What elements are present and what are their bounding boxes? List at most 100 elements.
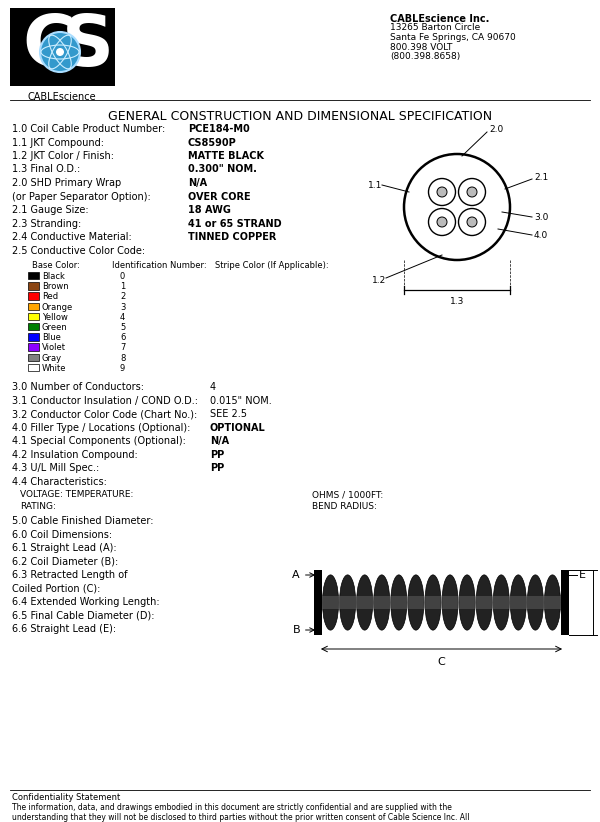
Text: 3.0: 3.0 bbox=[534, 213, 548, 221]
Text: (or Paper Separator Option):: (or Paper Separator Option): bbox=[12, 192, 151, 201]
FancyBboxPatch shape bbox=[28, 353, 39, 361]
FancyBboxPatch shape bbox=[10, 8, 115, 86]
Ellipse shape bbox=[510, 575, 526, 630]
Text: B: B bbox=[292, 625, 314, 635]
Text: 5: 5 bbox=[120, 323, 125, 332]
Circle shape bbox=[458, 178, 485, 206]
FancyBboxPatch shape bbox=[28, 313, 39, 321]
Text: CABLEscience Inc.: CABLEscience Inc. bbox=[390, 14, 490, 24]
Text: Red: Red bbox=[42, 293, 58, 302]
Text: TINNED COPPER: TINNED COPPER bbox=[188, 232, 277, 242]
Text: 4: 4 bbox=[210, 382, 216, 392]
Text: 3: 3 bbox=[120, 302, 125, 312]
Circle shape bbox=[40, 32, 80, 72]
Text: 6: 6 bbox=[120, 333, 125, 342]
Text: N/A: N/A bbox=[188, 178, 207, 188]
Text: PP: PP bbox=[210, 450, 224, 459]
Text: 2: 2 bbox=[120, 293, 125, 302]
Text: 2.3 Stranding:: 2.3 Stranding: bbox=[12, 219, 81, 229]
Text: 2.5 Conductive Color Code:: 2.5 Conductive Color Code: bbox=[12, 246, 145, 256]
Text: 6.0 Coil Dimensions:: 6.0 Coil Dimensions: bbox=[12, 529, 112, 539]
Text: 18 AWG: 18 AWG bbox=[188, 205, 231, 215]
Text: MATTE BLACK: MATTE BLACK bbox=[188, 151, 264, 161]
Text: 1: 1 bbox=[120, 282, 125, 291]
Text: 2.1: 2.1 bbox=[534, 173, 548, 182]
Text: A: A bbox=[292, 570, 314, 580]
Text: Orange: Orange bbox=[42, 302, 73, 312]
Text: 1.2: 1.2 bbox=[372, 275, 386, 284]
Text: 6.4 Extended Working Length:: 6.4 Extended Working Length: bbox=[12, 597, 160, 607]
Text: SEE 2.5: SEE 2.5 bbox=[210, 409, 247, 419]
Text: 8: 8 bbox=[120, 353, 125, 363]
Text: PCE184-M0: PCE184-M0 bbox=[188, 124, 250, 134]
Text: 3.1 Conductor Insulation / COND O.D.:: 3.1 Conductor Insulation / COND O.D.: bbox=[12, 395, 198, 405]
Text: 7: 7 bbox=[120, 344, 125, 353]
Ellipse shape bbox=[493, 575, 509, 630]
Text: 41 or 65 STRAND: 41 or 65 STRAND bbox=[188, 219, 281, 229]
Text: 9: 9 bbox=[120, 364, 125, 373]
Text: Yellow: Yellow bbox=[42, 313, 68, 321]
Circle shape bbox=[56, 48, 64, 56]
Text: 2.0: 2.0 bbox=[489, 126, 503, 135]
Text: Black: Black bbox=[42, 272, 65, 281]
Circle shape bbox=[428, 178, 455, 206]
Text: Brown: Brown bbox=[42, 282, 68, 291]
Ellipse shape bbox=[408, 575, 424, 630]
Text: PP: PP bbox=[210, 463, 224, 473]
Text: Identification Number:: Identification Number: bbox=[112, 261, 206, 270]
FancyBboxPatch shape bbox=[28, 333, 39, 340]
Ellipse shape bbox=[322, 575, 338, 630]
Text: 6.3 Retracted Length of: 6.3 Retracted Length of bbox=[12, 570, 128, 580]
Text: S: S bbox=[62, 12, 114, 81]
Text: VOLTAGE: TEMPERATURE:: VOLTAGE: TEMPERATURE: bbox=[20, 490, 133, 499]
Circle shape bbox=[437, 217, 447, 227]
Text: 1.0 Coil Cable Product Number:: 1.0 Coil Cable Product Number: bbox=[12, 124, 165, 134]
Text: The information, data, and drawings embodied in this document are strictly confi: The information, data, and drawings embo… bbox=[12, 803, 479, 822]
Text: E: E bbox=[579, 570, 586, 580]
Text: 6.6 Straight Lead (E):: 6.6 Straight Lead (E): bbox=[12, 624, 116, 634]
Text: 6.2 Coil Diameter (B):: 6.2 Coil Diameter (B): bbox=[12, 556, 118, 566]
Text: Confidentiality Statement: Confidentiality Statement bbox=[12, 793, 120, 802]
Text: 3.0 Number of Conductors:: 3.0 Number of Conductors: bbox=[12, 382, 144, 392]
Text: 800.398 VOLT: 800.398 VOLT bbox=[390, 43, 452, 52]
Text: 2.0 SHD Primary Wrap: 2.0 SHD Primary Wrap bbox=[12, 178, 121, 188]
Text: 4: 4 bbox=[120, 313, 125, 321]
FancyBboxPatch shape bbox=[28, 302, 39, 310]
Text: 4.1 Special Components (Optional):: 4.1 Special Components (Optional): bbox=[12, 436, 186, 446]
Text: BEND RADIUS:: BEND RADIUS: bbox=[312, 502, 377, 511]
Text: 4.0: 4.0 bbox=[534, 230, 548, 239]
Text: D: D bbox=[599, 598, 600, 607]
FancyBboxPatch shape bbox=[28, 282, 39, 289]
Text: 2.4 Conductive Material:: 2.4 Conductive Material: bbox=[12, 232, 132, 242]
Text: 6.1 Straight Lead (A):: 6.1 Straight Lead (A): bbox=[12, 543, 116, 553]
Text: Base Color:: Base Color: bbox=[32, 261, 80, 270]
Text: 0.300" NOM.: 0.300" NOM. bbox=[188, 164, 257, 174]
Text: CS8590P: CS8590P bbox=[188, 137, 237, 147]
Text: C: C bbox=[22, 12, 75, 81]
FancyBboxPatch shape bbox=[28, 364, 39, 372]
Text: 1.2 JKT Color / Finish:: 1.2 JKT Color / Finish: bbox=[12, 151, 114, 161]
Text: N/A: N/A bbox=[210, 436, 229, 446]
Text: 2.1 Gauge Size:: 2.1 Gauge Size: bbox=[12, 205, 89, 215]
Bar bbox=[561, 570, 569, 635]
FancyBboxPatch shape bbox=[28, 323, 39, 330]
Text: Stripe Color (If Applicable):: Stripe Color (If Applicable): bbox=[215, 261, 329, 270]
Text: White: White bbox=[42, 364, 67, 373]
Ellipse shape bbox=[476, 575, 492, 630]
Text: 0: 0 bbox=[120, 272, 125, 281]
Ellipse shape bbox=[544, 575, 560, 630]
FancyBboxPatch shape bbox=[28, 344, 39, 351]
Text: Coiled Portion (C):: Coiled Portion (C): bbox=[12, 584, 100, 593]
Ellipse shape bbox=[442, 575, 458, 630]
Text: 6.5 Final Cable Diameter (D):: 6.5 Final Cable Diameter (D): bbox=[12, 611, 155, 621]
Text: 4.3 U/L Mill Spec.:: 4.3 U/L Mill Spec.: bbox=[12, 463, 99, 473]
Text: 4.2 Insulation Compound:: 4.2 Insulation Compound: bbox=[12, 450, 138, 459]
Bar bbox=[322, 596, 561, 609]
Ellipse shape bbox=[459, 575, 475, 630]
Ellipse shape bbox=[425, 575, 441, 630]
Ellipse shape bbox=[340, 575, 356, 630]
Circle shape bbox=[467, 217, 477, 227]
Circle shape bbox=[404, 154, 510, 260]
Text: 1.3: 1.3 bbox=[450, 297, 464, 306]
FancyBboxPatch shape bbox=[28, 293, 39, 300]
